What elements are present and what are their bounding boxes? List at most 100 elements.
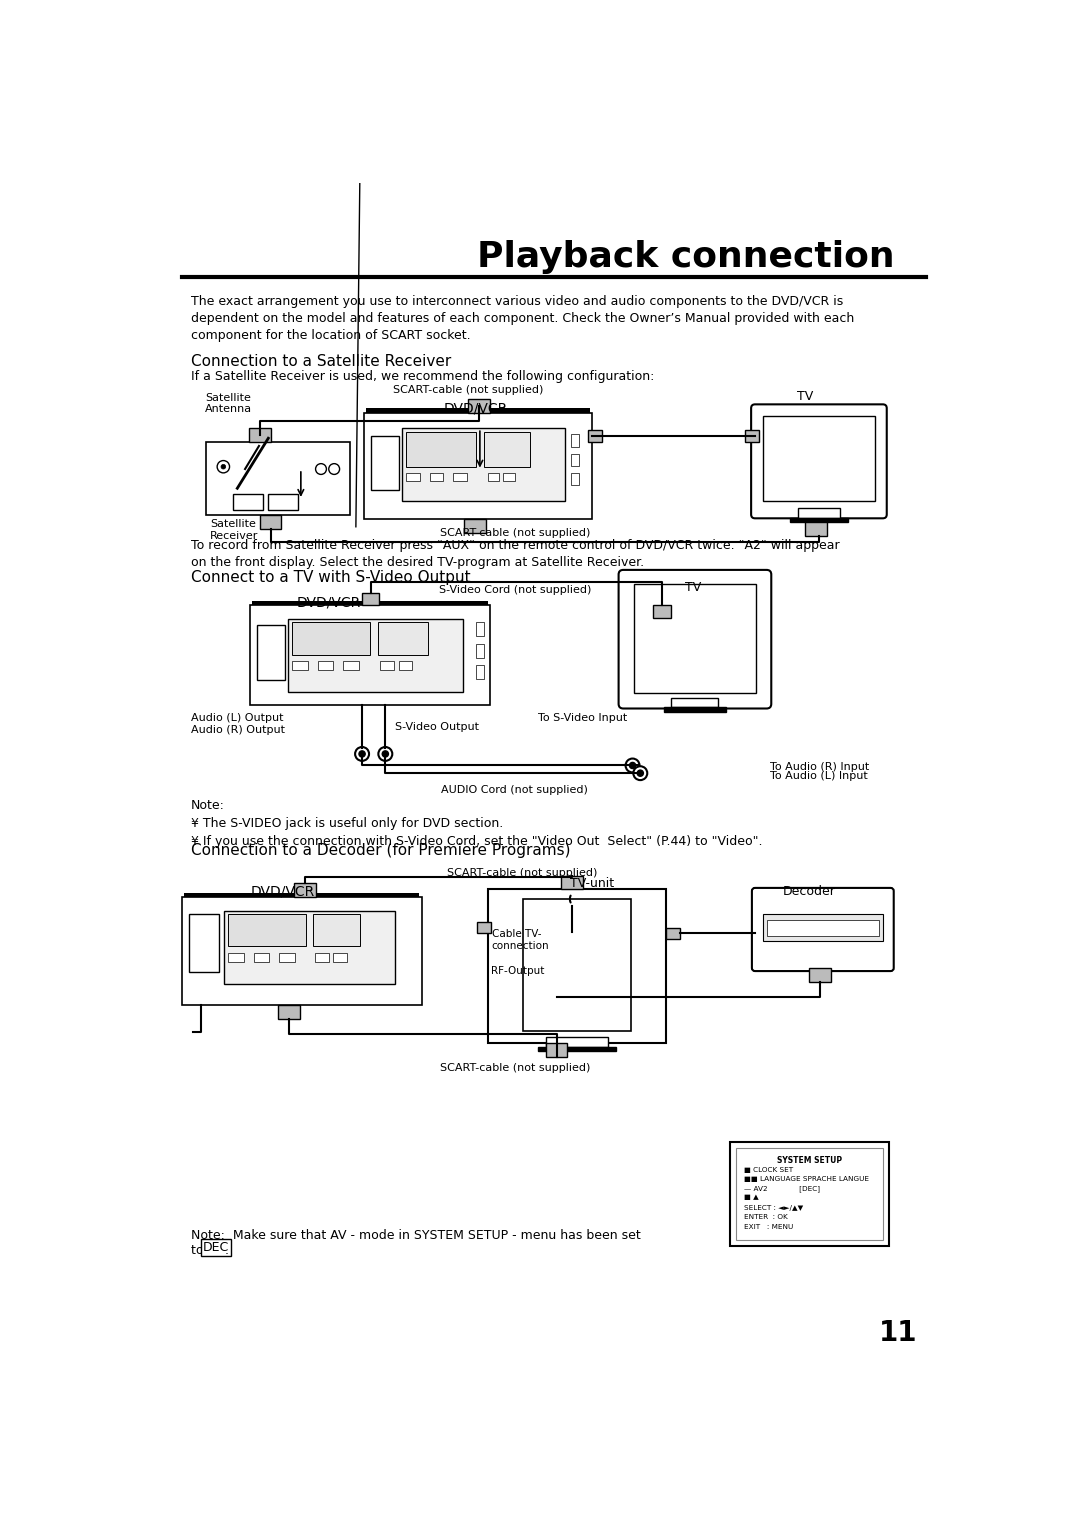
Bar [334, 952, 348, 961]
Text: S-Video Output: S-Video Output [395, 723, 480, 732]
Circle shape [315, 463, 326, 474]
Circle shape [637, 770, 644, 776]
Text: Audio (L) Output: Audio (L) Output [191, 714, 283, 723]
Circle shape [382, 750, 389, 756]
Text: Playback connection: Playback connection [477, 240, 894, 274]
Bar [406, 472, 420, 481]
Bar [293, 660, 308, 669]
Text: Note:  Make sure that AV - mode in SYSTEM SETUP - menu has been set: Note: Make sure that AV - mode in SYSTEM… [191, 1229, 640, 1242]
Bar [476, 622, 484, 636]
Circle shape [378, 747, 392, 761]
Circle shape [630, 762, 636, 769]
Bar [476, 643, 484, 657]
Circle shape [355, 747, 369, 761]
Text: Note:
¥ The S-VIDEO jack is useful only for DVD section.
¥ If you use the connec: Note: ¥ The S-VIDEO jack is useful only … [191, 799, 762, 848]
Bar [672, 698, 718, 707]
Bar [798, 509, 840, 518]
Bar [184, 892, 419, 897]
Bar [666, 927, 679, 938]
Bar [254, 952, 269, 961]
Bar [589, 429, 603, 442]
FancyBboxPatch shape [751, 405, 887, 518]
Bar [225, 911, 394, 984]
Bar [228, 952, 243, 961]
Bar [789, 518, 848, 523]
Bar [755, 927, 769, 938]
Text: ■ CLOCK SET: ■ CLOCK SET [744, 1167, 794, 1172]
Bar [260, 515, 282, 529]
Bar [206, 442, 350, 515]
Circle shape [328, 463, 339, 474]
Bar [545, 1044, 567, 1057]
Text: DVD/VCR: DVD/VCR [444, 402, 508, 416]
Text: ■■ LANGUAGE SPRACHE LANGUE: ■■ LANGUAGE SPRACHE LANGUE [744, 1177, 869, 1181]
Bar [730, 1141, 889, 1245]
Bar [294, 883, 315, 897]
Bar [268, 495, 298, 510]
Circle shape [633, 766, 647, 781]
Bar [484, 432, 530, 466]
Bar [523, 898, 631, 1031]
Bar [634, 584, 756, 694]
Bar [403, 428, 565, 501]
Circle shape [221, 465, 226, 469]
Text: To Audio (R) Input: To Audio (R) Input [770, 761, 869, 772]
Bar [248, 428, 271, 442]
Bar [762, 914, 882, 941]
Text: Connection to a Satellite Receiver: Connection to a Satellite Receiver [191, 354, 451, 370]
Bar [279, 952, 295, 961]
Bar [430, 472, 444, 481]
Bar [571, 434, 579, 446]
Bar [380, 660, 394, 669]
Bar [737, 1148, 882, 1239]
Bar [571, 472, 579, 486]
Bar [288, 619, 463, 692]
Text: AUDIO Cord (not supplied): AUDIO Cord (not supplied) [442, 785, 589, 795]
Bar [652, 605, 672, 617]
Text: To S-Video Input: To S-Video Input [538, 714, 627, 723]
Text: to: to [191, 1244, 207, 1256]
Bar [233, 495, 262, 510]
Text: TV: TV [797, 390, 813, 403]
Bar [343, 660, 359, 669]
Bar [314, 952, 328, 961]
Bar [476, 665, 484, 680]
Bar [181, 897, 422, 1005]
Text: ■ ▲: ■ ▲ [744, 1195, 759, 1201]
Text: To Audio (L) Input: To Audio (L) Input [770, 770, 868, 781]
Bar [293, 622, 369, 654]
Text: SCART-cable (not supplied): SCART-cable (not supplied) [440, 1063, 590, 1074]
Bar [806, 523, 827, 536]
Bar [562, 876, 583, 889]
Bar [189, 914, 218, 972]
Bar [476, 921, 490, 932]
Bar [503, 472, 515, 481]
Bar [762, 416, 875, 501]
Text: SCART-cable (not supplied): SCART-cable (not supplied) [447, 868, 597, 879]
Text: TV-unit: TV-unit [570, 877, 615, 891]
Bar [488, 472, 499, 481]
Bar [464, 520, 486, 533]
Text: RF-Output: RF-Output [491, 966, 545, 976]
Bar [745, 429, 759, 442]
Bar [488, 889, 666, 1044]
FancyBboxPatch shape [619, 570, 771, 709]
Text: SCART-cable (not supplied): SCART-cable (not supplied) [393, 385, 543, 396]
Text: Cable TV-
connection: Cable TV- connection [491, 929, 549, 950]
Bar [406, 432, 476, 466]
Text: If a Satellite Receiver is used, we recommend the following configuration:: If a Satellite Receiver is used, we reco… [191, 370, 654, 384]
Bar [469, 399, 490, 413]
Text: 11: 11 [879, 1319, 918, 1348]
Bar [372, 435, 399, 490]
Text: To record from Satellite Receiver press "AUX" on the remote control of DVD/VCR t: To record from Satellite Receiver press … [191, 539, 839, 568]
Bar [809, 969, 831, 983]
Bar [767, 920, 879, 935]
Text: .: . [225, 1244, 228, 1256]
Circle shape [217, 460, 230, 472]
Bar [399, 660, 413, 669]
Text: DEC: DEC [203, 1241, 229, 1254]
Bar [364, 413, 592, 520]
FancyBboxPatch shape [752, 888, 894, 972]
Bar [252, 601, 488, 605]
Text: Connect to a TV with S-Video Output: Connect to a TV with S-Video Output [191, 570, 471, 585]
